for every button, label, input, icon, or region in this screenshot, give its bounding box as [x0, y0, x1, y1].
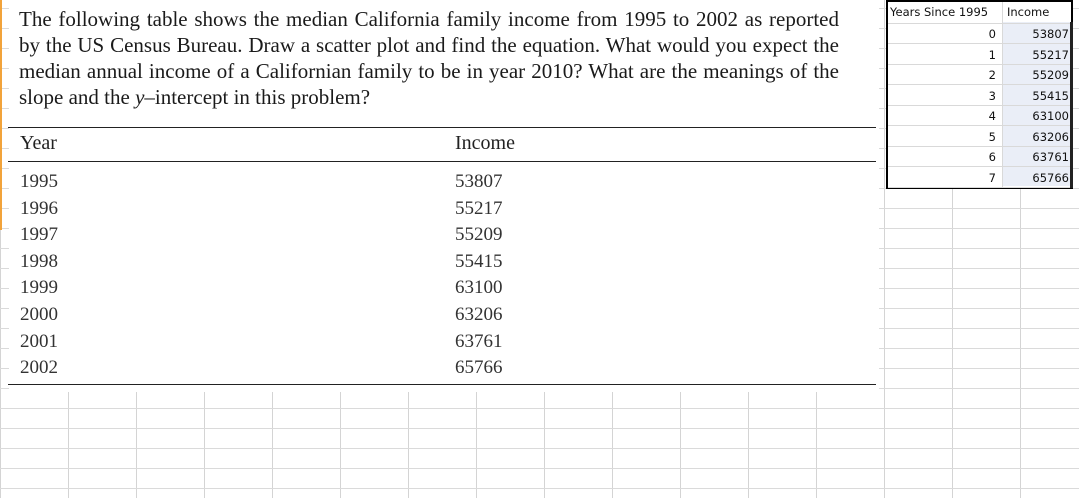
spreadsheet-row: 7 65766: [888, 167, 1071, 188]
spreadsheet-cell-income[interactable]: 63100: [1032, 109, 1069, 123]
selection-border: [1070, 22, 1073, 188]
table-cell-income: 53807: [455, 171, 503, 192]
spreadsheet-cell-years[interactable]: 4: [988, 109, 996, 123]
table-cell-year: 2000: [20, 304, 58, 325]
header-year: Year: [20, 132, 57, 154]
spreadsheet-cell-years[interactable]: 2: [988, 68, 996, 82]
table-cell-income: 63761: [455, 330, 503, 352]
spreadsheet-cell-income[interactable]: 63761: [1032, 150, 1069, 164]
spreadsheet-row: 4 63100: [888, 105, 1071, 126]
problem-text-end: –intercept in this problem?: [144, 85, 371, 109]
spreadsheet-cell-income[interactable]: 55217: [1032, 47, 1069, 62]
spreadsheet-cell-income[interactable]: 65766: [1032, 170, 1069, 185]
y-variable: y: [135, 85, 145, 109]
spreadsheet-row: 0 53807: [888, 23, 1071, 44]
spreadsheet-row: 6 63761: [888, 146, 1071, 167]
table-bottom-rule: [8, 384, 876, 385]
spreadsheet-header-a[interactable]: Years Since 1995: [890, 5, 989, 19]
spreadsheet-snippet: Years Since 1995 Income 0 53807 1 55217 2 552…: [886, 0, 1073, 189]
table-header-rule: [8, 161, 876, 162]
table-cell-year: 1998: [20, 250, 58, 272]
spreadsheet-cell-income[interactable]: 55415: [1032, 88, 1069, 103]
problem-area: The following table shows the median Cal…: [9, 0, 879, 392]
spreadsheet-row: 3 55415: [888, 85, 1071, 106]
spreadsheet-cell-years[interactable]: 3: [988, 88, 996, 103]
spreadsheet-row: 5 63206: [888, 126, 1071, 147]
selected-column-marker: [0, 0, 2, 230]
spreadsheet-header-row: Years Since 1995 Income: [888, 2, 1071, 24]
spreadsheet-cell-income[interactable]: 63206: [1032, 129, 1069, 144]
table-cell-year: 1996: [20, 197, 58, 219]
table-cell-income: 63206: [455, 304, 503, 325]
selected-range: [1002, 22, 1071, 186]
spreadsheet-cell-income[interactable]: 55209: [1032, 68, 1069, 82]
table-cell-income: 55217: [455, 197, 503, 219]
table-cell-year: 2001: [20, 330, 58, 352]
table-cell-income: 55209: [455, 224, 503, 246]
spreadsheet-cell-years[interactable]: 6: [988, 150, 996, 164]
problem-statement: The following table shows the median Cal…: [19, 6, 839, 110]
spreadsheet-row: 2 55209: [888, 64, 1071, 85]
table-cell-year: 2002: [20, 357, 58, 379]
header-income: Income: [455, 132, 515, 154]
table-cell-income: 55415: [455, 250, 503, 272]
table-cell-year: 1995: [20, 171, 58, 192]
spreadsheet-row: 1 55217: [888, 44, 1071, 65]
table-cell-income: 65766: [455, 357, 503, 379]
spreadsheet-header-b[interactable]: Income: [1007, 5, 1050, 19]
column-divider: [1002, 2, 1003, 187]
spreadsheet-cell-years[interactable]: 0: [988, 27, 996, 41]
problem-text: The following table shows the median Cal…: [19, 7, 839, 109]
table-cell-year: 1999: [20, 277, 58, 299]
spreadsheet-cell-years[interactable]: 7: [988, 170, 996, 185]
table-cell-year: 1997: [20, 224, 58, 246]
spreadsheet-cell-years[interactable]: 1: [988, 47, 996, 62]
spreadsheet-cell-years[interactable]: 5: [988, 129, 996, 144]
table-cell-income: 63100: [455, 277, 503, 299]
spreadsheet-cell-income[interactable]: 53807: [1032, 27, 1069, 41]
table-top-rule: [8, 127, 876, 128]
